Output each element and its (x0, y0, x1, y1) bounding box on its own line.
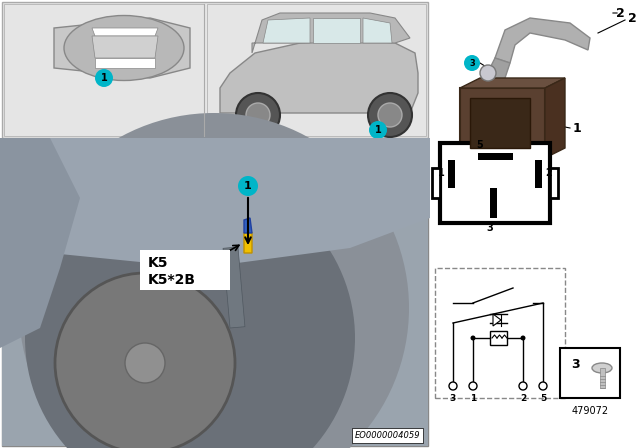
Circle shape (19, 113, 409, 448)
Polygon shape (263, 18, 310, 43)
Bar (4, 4, 204, 136)
Circle shape (369, 121, 387, 139)
Circle shape (480, 65, 496, 81)
Bar (223, 247, 245, 328)
Polygon shape (95, 58, 155, 68)
Circle shape (539, 382, 547, 390)
Bar (460, 88, 545, 158)
Circle shape (378, 103, 402, 127)
Text: 1: 1 (244, 181, 252, 191)
Circle shape (520, 336, 525, 340)
Bar (560, 348, 620, 398)
Text: 5: 5 (477, 140, 483, 150)
Polygon shape (54, 18, 190, 78)
Polygon shape (363, 18, 392, 43)
Text: 1: 1 (374, 125, 381, 135)
Text: 3: 3 (469, 59, 475, 68)
Text: 1: 1 (573, 121, 582, 134)
Text: 479072: 479072 (572, 406, 609, 416)
Polygon shape (244, 228, 252, 253)
Circle shape (449, 382, 457, 390)
Bar (478, 153, 513, 160)
Text: 5: 5 (540, 394, 546, 403)
Text: 2: 2 (520, 394, 526, 403)
Polygon shape (460, 78, 565, 88)
Polygon shape (92, 36, 158, 58)
Bar (2, 2, 428, 138)
Text: K5*2B: K5*2B (148, 273, 196, 287)
Text: 3: 3 (486, 223, 493, 233)
Polygon shape (545, 78, 565, 158)
Polygon shape (244, 218, 252, 233)
Circle shape (236, 93, 280, 137)
Bar (207, 4, 426, 136)
Circle shape (55, 273, 235, 448)
Bar (490, 331, 507, 345)
Polygon shape (495, 18, 590, 63)
Circle shape (464, 55, 480, 71)
Ellipse shape (592, 363, 612, 373)
Polygon shape (493, 314, 501, 326)
Polygon shape (2, 140, 428, 446)
Ellipse shape (64, 16, 184, 81)
Circle shape (25, 173, 355, 448)
Text: 3: 3 (571, 358, 579, 371)
Bar (432, 168, 440, 198)
Polygon shape (313, 18, 360, 43)
Circle shape (519, 382, 527, 390)
Circle shape (95, 69, 113, 87)
Bar (440, 143, 550, 223)
Text: K5: K5 (148, 256, 168, 270)
Polygon shape (252, 13, 410, 53)
Circle shape (470, 336, 476, 340)
Bar (550, 168, 558, 198)
Polygon shape (0, 138, 430, 268)
Bar (140, 250, 230, 290)
Bar (470, 98, 530, 148)
Bar (490, 188, 497, 218)
Text: 1: 1 (470, 394, 476, 403)
Text: 2: 2 (616, 7, 625, 20)
Text: 1: 1 (100, 73, 108, 83)
Bar (2, 140, 428, 446)
Text: 2: 2 (628, 12, 637, 25)
Text: 3: 3 (450, 394, 456, 403)
Text: EO0000004059: EO0000004059 (355, 431, 420, 440)
Circle shape (246, 103, 270, 127)
Polygon shape (0, 138, 80, 348)
Bar (435, 268, 565, 398)
Circle shape (238, 176, 258, 196)
Circle shape (125, 343, 165, 383)
Text: 2: 2 (545, 168, 552, 178)
Circle shape (469, 382, 477, 390)
Text: 1: 1 (438, 168, 445, 178)
Bar (448, 160, 455, 188)
Bar (600, 368, 605, 388)
Circle shape (368, 93, 412, 137)
Bar (535, 160, 542, 188)
Polygon shape (220, 40, 418, 113)
Polygon shape (92, 28, 158, 36)
Polygon shape (480, 58, 510, 93)
